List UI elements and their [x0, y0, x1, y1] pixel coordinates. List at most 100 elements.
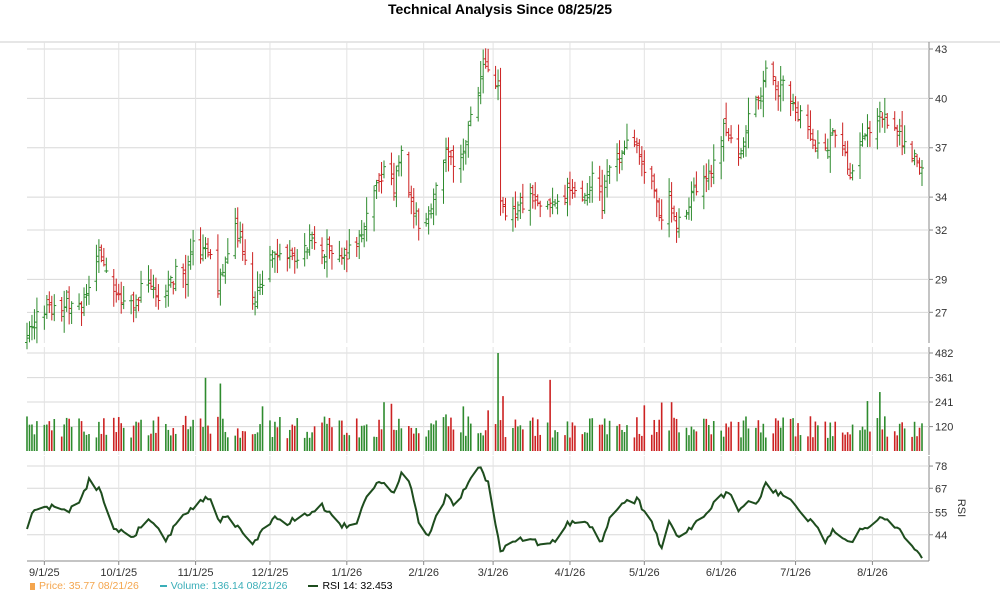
- ohlc-bar: [481, 49, 486, 94]
- ohlc-bar: [240, 223, 245, 261]
- ohlc-bar: [233, 207, 238, 260]
- volume-bar: [360, 425, 363, 451]
- volume-bar: [467, 416, 470, 451]
- volume-bar: [693, 429, 695, 451]
- volume-bar: [522, 429, 524, 451]
- ohlc-bar: [238, 221, 243, 244]
- ohlc-bar: [250, 252, 255, 310]
- ohlc-bar: [840, 122, 845, 157]
- ohlc-bar: [463, 139, 468, 165]
- volume-bar: [85, 434, 88, 451]
- ohlc-bar: [362, 222, 367, 248]
- volume-bar: [408, 426, 410, 451]
- ohlc-bar: [602, 174, 607, 214]
- ohlc-bar: [741, 137, 746, 158]
- volume-bar: [777, 420, 780, 451]
- volume-bar: [155, 432, 157, 451]
- ohlc-bar: [845, 140, 850, 175]
- volume-bar: [762, 423, 765, 451]
- volume-bar: [321, 422, 323, 451]
- volume-bar: [603, 418, 606, 451]
- ohlc-bar: [778, 66, 783, 112]
- ohlc-bar: [225, 238, 230, 264]
- ohlc-bar: [562, 184, 567, 206]
- volume-bar: [849, 434, 851, 451]
- volume-bar: [643, 405, 646, 451]
- ohlc-bar: [895, 124, 900, 148]
- ohlc-bar: [139, 270, 144, 303]
- ohlc-bar: [168, 275, 173, 288]
- volume-bar: [846, 432, 849, 451]
- volume-bar: [829, 422, 832, 451]
- ohlc-bar: [446, 137, 451, 172]
- volume-bar: [68, 418, 70, 451]
- ohlc-bar: [567, 171, 572, 206]
- legend-rsi: RSI 14: 32.453: [308, 580, 393, 592]
- ohlc-bar: [843, 141, 848, 157]
- ohlc-bar: [684, 209, 689, 220]
- ohlc-bar: [796, 101, 801, 122]
- x-tick-label: 12/1/25: [252, 567, 289, 579]
- ohlc-bar: [498, 67, 503, 216]
- volume-bar: [564, 435, 566, 451]
- volume-bar: [192, 419, 194, 451]
- ohlc-bar: [448, 150, 453, 166]
- ohlc-bar: [148, 269, 153, 290]
- volume-bar: [276, 427, 279, 451]
- ohlc-bar: [292, 247, 297, 274]
- volume-bar: [588, 418, 591, 451]
- price-tick-label: 27: [935, 307, 947, 319]
- volume-bar: [46, 424, 48, 451]
- ohlc-bar: [372, 185, 377, 232]
- volume-bar: [688, 435, 690, 451]
- ohlc-bar: [813, 139, 818, 153]
- volume-bar: [638, 433, 641, 451]
- volume-bar: [222, 418, 224, 451]
- volume-bar: [519, 425, 522, 451]
- volume-bar: [415, 428, 418, 451]
- volume-bar: [28, 424, 31, 451]
- ohlc-bar: [305, 247, 310, 260]
- volume-bar: [239, 437, 242, 451]
- volume-bar: [122, 427, 125, 451]
- volume-bar: [358, 437, 361, 451]
- volume-bar: [417, 433, 420, 451]
- ohlc-bar: [773, 76, 778, 101]
- volume-bar: [244, 431, 246, 451]
- ohlc-bar: [134, 294, 139, 319]
- volume-bar: [152, 420, 155, 451]
- ohlc-bar: [188, 238, 193, 270]
- volume-bar: [879, 392, 881, 451]
- volume-bar: [132, 425, 135, 451]
- ohlc-bar: [295, 249, 300, 269]
- ohlc-bar: [582, 192, 587, 204]
- volume-bar: [921, 423, 923, 451]
- volume-bar: [814, 421, 817, 451]
- volume-bar: [606, 434, 608, 451]
- ohlc-bar: [510, 197, 515, 232]
- ohlc-bar: [277, 243, 282, 261]
- volume-bar: [83, 431, 85, 451]
- volume-bar: [494, 424, 497, 451]
- ohlc-bar: [823, 133, 828, 151]
- volume-bar: [817, 425, 819, 451]
- volume-bar: [209, 433, 212, 451]
- ohlc-bar: [553, 198, 558, 207]
- ohlc-bar: [520, 183, 525, 214]
- ohlc-bar: [391, 162, 396, 201]
- legend-volume: Volume: 136.14 08/21/26: [159, 580, 288, 592]
- ohlc-bar: [486, 48, 491, 73]
- ohlc-bar: [131, 291, 136, 323]
- volume-bar: [105, 434, 108, 451]
- ohlc-bar: [146, 265, 151, 293]
- volume-bar: [343, 434, 346, 451]
- volume-bar: [378, 419, 380, 451]
- volume-bar: [187, 429, 189, 451]
- volume-bar: [236, 428, 239, 451]
- ohlc-bar: [396, 155, 401, 177]
- volume-bar: [328, 417, 331, 451]
- volume-bar: [279, 417, 281, 451]
- volume-bar: [799, 435, 802, 451]
- ohlc-bar: [342, 247, 347, 270]
- volume-bar: [306, 431, 308, 451]
